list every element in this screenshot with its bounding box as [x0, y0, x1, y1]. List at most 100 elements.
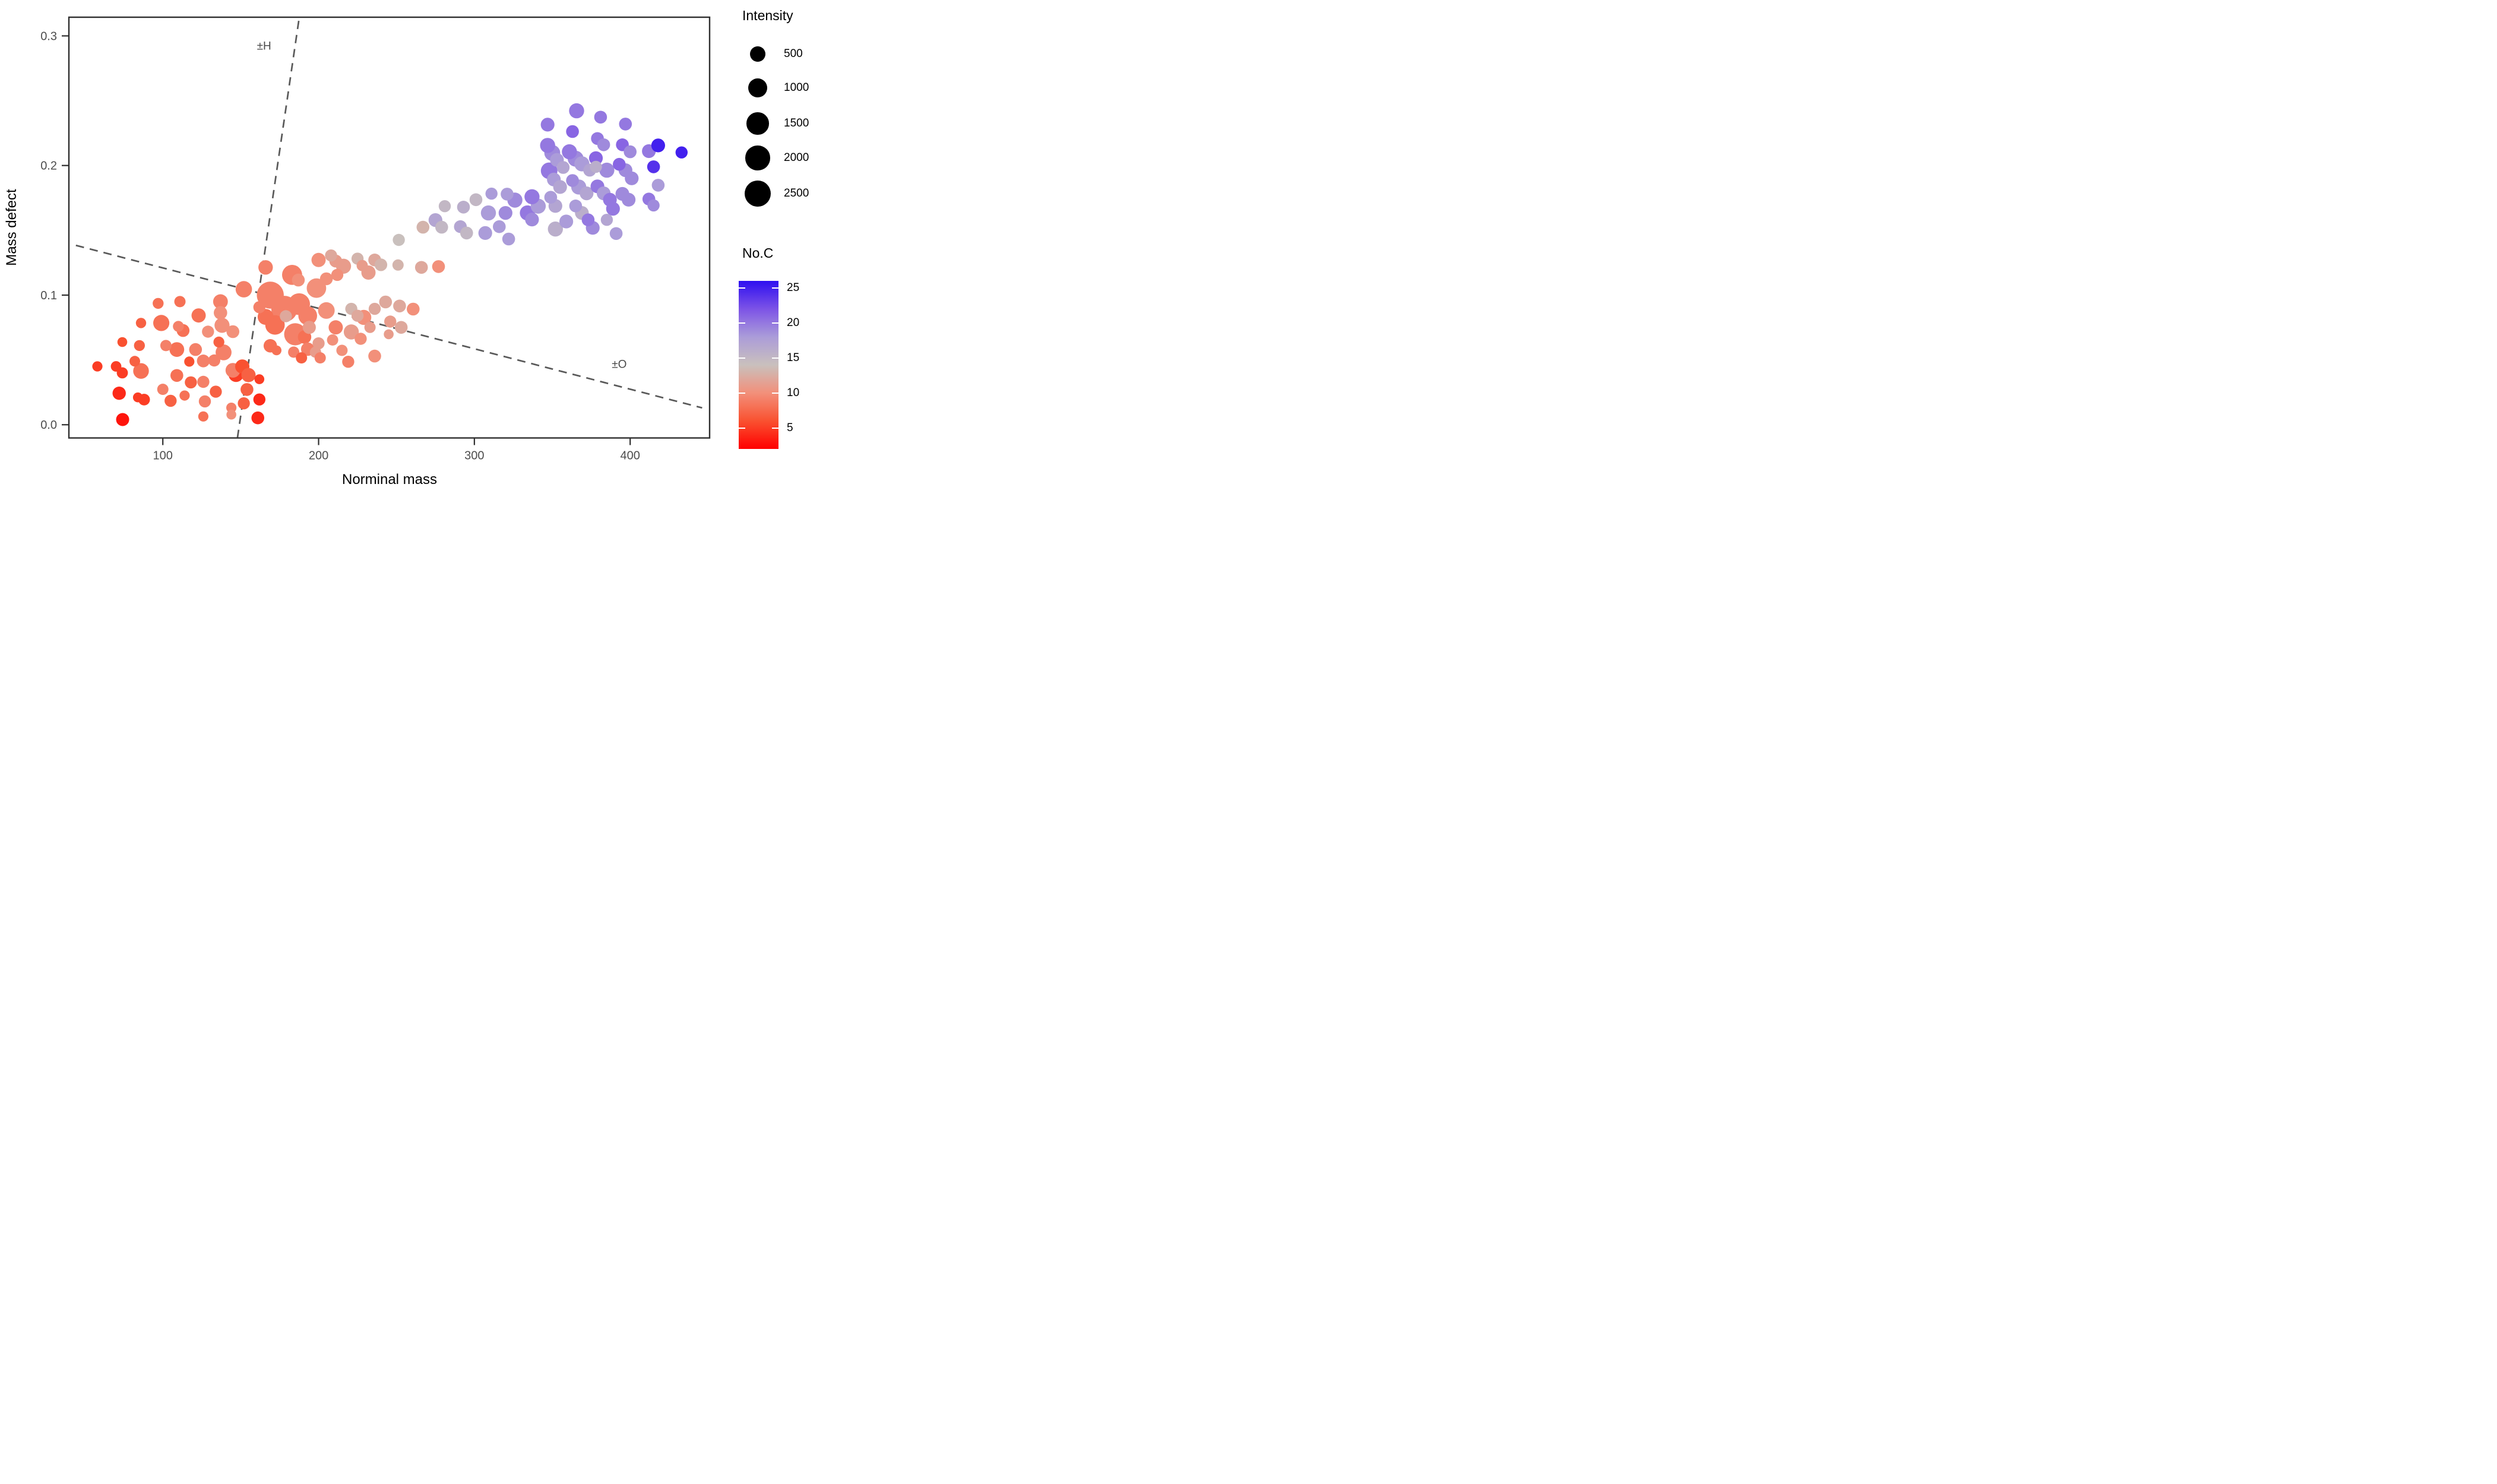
data-point [226, 325, 240, 338]
colorbar-tick-label: 20 [787, 316, 800, 329]
data-point [208, 354, 220, 367]
data-point [197, 355, 210, 368]
data-point [393, 299, 406, 313]
data-point [416, 220, 430, 234]
data-point [414, 261, 428, 274]
plot-svg: ±H ±O 100 200 300 400 0.0 0.1 0.2 0.3 [40, 16, 711, 463]
data-point [581, 213, 595, 227]
data-point [566, 125, 579, 138]
data-point [319, 272, 333, 286]
data-point [298, 306, 317, 325]
line-annotation: ±H [257, 40, 271, 52]
data-point [498, 206, 512, 220]
data-point [328, 320, 343, 335]
x-tick-label: 400 [621, 450, 640, 463]
data-point [213, 336, 224, 348]
x-axis-title: Norminal mass [341, 472, 438, 488]
data-point [613, 157, 626, 171]
data-point [469, 193, 483, 207]
data-point [384, 329, 394, 340]
data-point [356, 260, 368, 271]
data-point [407, 302, 420, 316]
colorbar-tick-label: 15 [787, 351, 800, 364]
data-point [569, 103, 584, 119]
data-point [374, 258, 388, 271]
data-point [435, 220, 448, 234]
data-point [624, 145, 637, 159]
data-point [117, 337, 128, 347]
data-point [311, 252, 326, 267]
data-point [478, 226, 492, 240]
color-legend-title: No.C [742, 245, 774, 261]
size-legend-symbol [745, 145, 770, 170]
colorbar-tick-mark [739, 322, 745, 324]
data-point [214, 306, 227, 319]
data-point [485, 187, 498, 200]
line-annotation: ±O [612, 358, 626, 371]
data-point [501, 188, 514, 201]
data-point [480, 205, 496, 221]
data-point [600, 214, 613, 226]
data-point [160, 340, 172, 352]
data-point [302, 321, 316, 334]
data-point [566, 174, 579, 187]
colorbar-tick-label: 5 [787, 421, 793, 434]
data-point [599, 162, 615, 178]
size-legend-label: 1000 [784, 81, 809, 94]
colorbar-tick-label: 10 [787, 386, 800, 399]
data-point [241, 368, 256, 382]
data-point [280, 310, 292, 322]
data-point [153, 315, 170, 331]
data-point [493, 220, 506, 233]
data-point [364, 321, 376, 333]
data-point [191, 308, 206, 323]
data-point [271, 345, 282, 356]
data-point [394, 321, 408, 334]
data-point [306, 278, 327, 298]
data-point [179, 390, 190, 401]
plot-panel-border [68, 16, 711, 439]
data-point [622, 192, 636, 207]
data-point [343, 324, 359, 340]
data-point [235, 281, 252, 298]
y-tick-label: 0.2 [40, 160, 57, 173]
size-legend-symbol [744, 180, 771, 207]
data-point [342, 356, 355, 368]
data-point [336, 344, 348, 356]
data-point [588, 151, 603, 165]
data-point [296, 352, 308, 364]
y-tick-label: 0.0 [40, 419, 57, 432]
colorbar-tick-mark [739, 427, 745, 429]
data-point [379, 295, 393, 309]
data-point [238, 397, 250, 410]
data-point [540, 138, 555, 153]
colorbar-tick-mark [772, 392, 778, 394]
data-point [327, 334, 338, 346]
data-point [129, 356, 140, 367]
data-point [457, 201, 470, 214]
data-point [197, 375, 210, 388]
data-point [257, 309, 274, 325]
data-point [214, 318, 230, 333]
data-point [253, 301, 265, 314]
data-point [133, 363, 149, 379]
data-point [675, 146, 688, 159]
data-point [562, 144, 577, 160]
data-point [314, 352, 326, 364]
data-point [438, 200, 451, 213]
data-point [609, 227, 623, 241]
colorbar-tick-mark [772, 322, 778, 324]
colorbar-tick-mark [772, 427, 778, 429]
data-point [553, 180, 567, 194]
data-point [384, 315, 397, 328]
data-point [597, 138, 610, 151]
data-point [547, 222, 563, 237]
data-point [619, 118, 632, 131]
data-point [258, 260, 273, 275]
colorbar-tick-mark [739, 287, 745, 289]
data-point [185, 376, 197, 389]
data-point [164, 394, 177, 407]
size-legend-symbol [748, 78, 768, 98]
size-legend-title: Intensity [742, 8, 793, 23]
x-tick-label: 200 [309, 450, 328, 463]
